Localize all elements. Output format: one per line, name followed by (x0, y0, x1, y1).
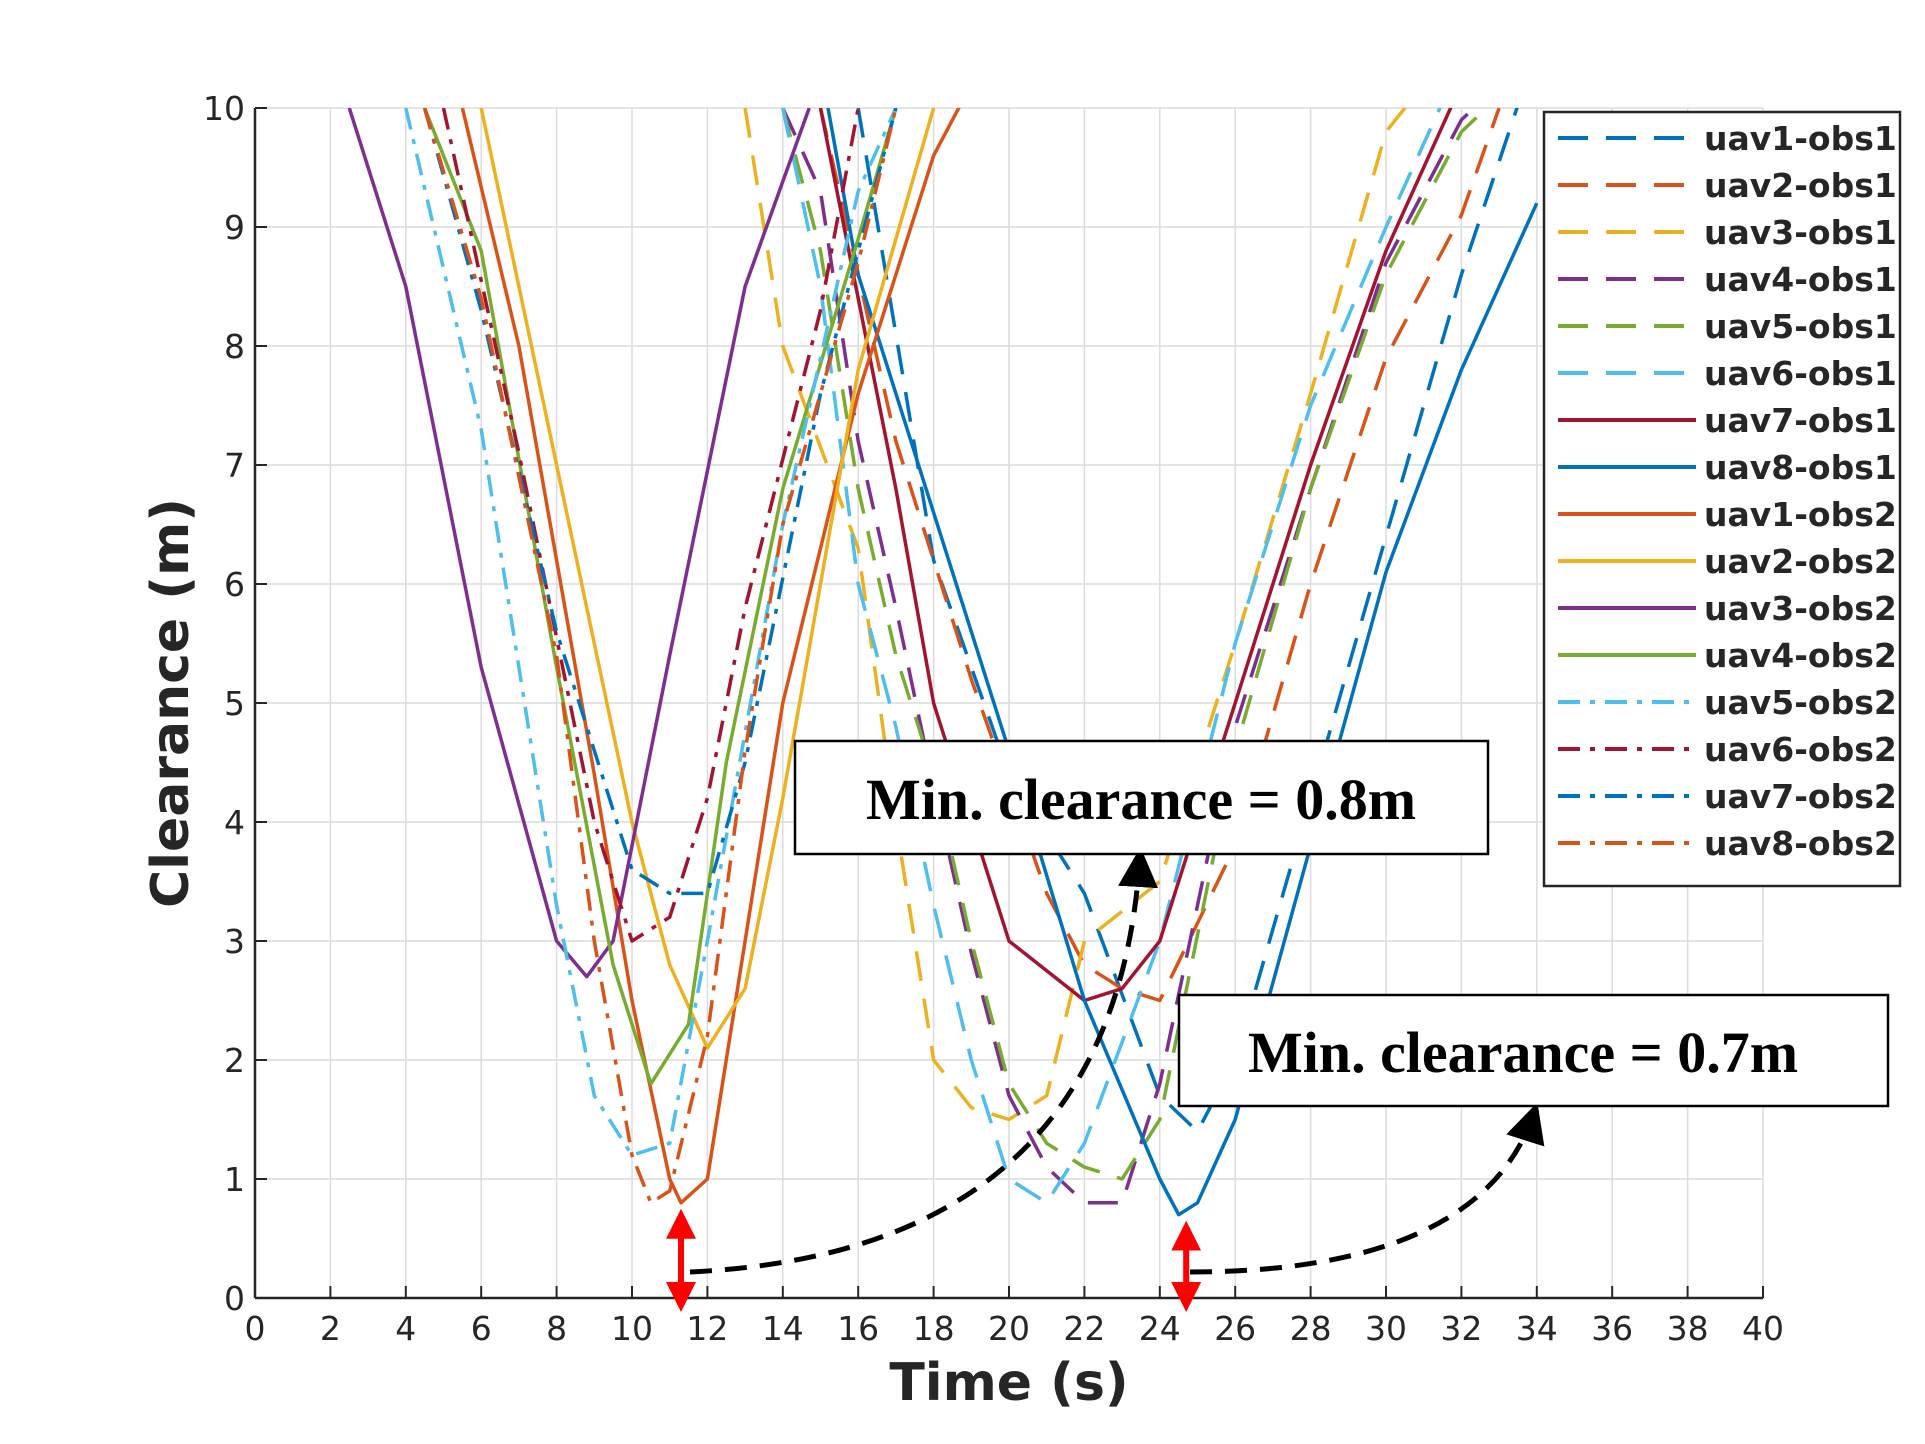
series-line-uav3-obs1 (743, 108, 1408, 1122)
annotation-arrow-1 (689, 847, 1158, 1275)
series-line-uav8-obs1 (826, 108, 1539, 1217)
x-tick-label: 26 (1214, 1309, 1256, 1348)
x-tick-label: 8 (546, 1309, 567, 1348)
y-tick-label: 5 (224, 684, 245, 723)
x-axis-label: Time (s) (889, 1353, 1128, 1413)
x-tick-label: 0 (245, 1309, 266, 1348)
x-tick-label: 10 (611, 1309, 653, 1348)
x-tick-label: 24 (1139, 1309, 1181, 1348)
x-tick-label: 34 (1516, 1309, 1558, 1348)
legend-label-uav1-obs2: uav1-obs2 (1704, 495, 1897, 534)
x-tick-label: 32 (1440, 1309, 1482, 1348)
series-line-uav5-obs1 (781, 108, 1490, 1181)
legend-label-uav8-obs1: uav8-obs1 (1704, 448, 1897, 487)
series-line-uav3-obs2 (347, 108, 811, 979)
legend-label-uav7-obs1: uav7-obs1 (1704, 401, 1897, 440)
series-line-uav2-obs2 (479, 108, 936, 1050)
x-tick-label: 38 (1667, 1309, 1709, 1348)
x-tick-label: 30 (1365, 1309, 1407, 1348)
legend-label-uav4-obs1: uav4-obs1 (1704, 260, 1897, 299)
y-tick-label: 9 (224, 208, 245, 247)
legend: uav1-obs1 uav2-obs1 uav3-obs1 uav4-obs1 uav5… (1542, 110, 1902, 888)
legend-label-uav4-obs2: uav4-obs2 (1704, 636, 1897, 675)
legend-label-uav3-obs1: uav3-obs1 (1704, 213, 1897, 252)
series-group (347, 108, 1539, 1217)
y-tick-label: 3 (224, 922, 245, 961)
series-line-uav4-obs2 (422, 108, 898, 1086)
y-tick-label: 6 (224, 565, 245, 604)
legend-label-uav1-obs1: uav1-obs1 (1704, 119, 1897, 158)
series-line-uav7-obs2 (422, 108, 898, 896)
legend-label-uav7-obs2: uav7-obs2 (1704, 777, 1897, 816)
y-tick-label: 10 (203, 89, 245, 128)
legend-label-uav6-obs1: uav6-obs1 (1704, 354, 1897, 393)
x-tick-label: 16 (837, 1309, 879, 1348)
x-tick-label: 14 (762, 1309, 804, 1348)
legend-label-uav6-obs2: uav6-obs2 (1704, 730, 1897, 769)
y-tick-label: 1 (224, 1160, 245, 1199)
min-clearance-markers (666, 1208, 1202, 1312)
legend-label-uav2-obs2: uav2-obs2 (1704, 542, 1897, 581)
x-tick-label: 28 (1290, 1309, 1332, 1348)
legend-box (1542, 110, 1902, 888)
legend-label-uav8-obs2: uav8-obs2 (1704, 824, 1897, 863)
x-tick-label: 2 (320, 1309, 341, 1348)
series-line-uav1-obs2 (460, 108, 961, 1205)
series-line-uav5-obs2 (404, 108, 898, 1157)
x-tick-label: 6 (471, 1309, 492, 1348)
x-tick-label: 4 (395, 1309, 416, 1348)
x-tick-label: 12 (686, 1309, 728, 1348)
legend-label-uav3-obs2: uav3-obs2 (1704, 589, 1897, 628)
x-tick-label: 18 (913, 1309, 955, 1348)
annotation-box-1 (793, 739, 1490, 856)
x-tick-label: 40 (1742, 1309, 1784, 1348)
y-tick-label: 8 (224, 327, 245, 366)
series-line-uav7-obs1 (818, 108, 1453, 1003)
legend-label-uav2-obs1: uav2-obs1 (1704, 166, 1897, 205)
annotation-arrow-2 (1189, 1102, 1545, 1275)
y-tick-label: 2 (224, 1041, 245, 1080)
y-tick-label: 0 (224, 1279, 245, 1318)
legend-label-uav5-obs1: uav5-obs1 (1704, 307, 1897, 346)
legend-label-uav5-obs2: uav5-obs2 (1704, 683, 1897, 722)
series-line-uav6-obs1 (781, 108, 1442, 1205)
series-line-uav8-obs2 (422, 108, 898, 1205)
y-tick-label: 4 (224, 803, 245, 842)
annotation-text-1: Min. clearance = 0.8m (866, 767, 1416, 832)
x-tick-label: 22 (1063, 1309, 1105, 1348)
annotation-text-2: Min. clearance = 0.7m (1248, 1020, 1798, 1085)
x-tick-label: 20 (988, 1309, 1030, 1348)
y-axis-label: Clearance (m) (141, 498, 201, 908)
x-tick-label: 36 (1591, 1309, 1633, 1348)
annotation-box-2 (1177, 993, 1890, 1108)
series-line-uav4-obs1 (781, 108, 1477, 1205)
y-tick-label: 7 (224, 446, 245, 485)
axes: 0 2 4 6 8 10 12 14 16 18 20 22 24 26 28 30 32 34 36 38 40012… (203, 89, 1784, 1348)
